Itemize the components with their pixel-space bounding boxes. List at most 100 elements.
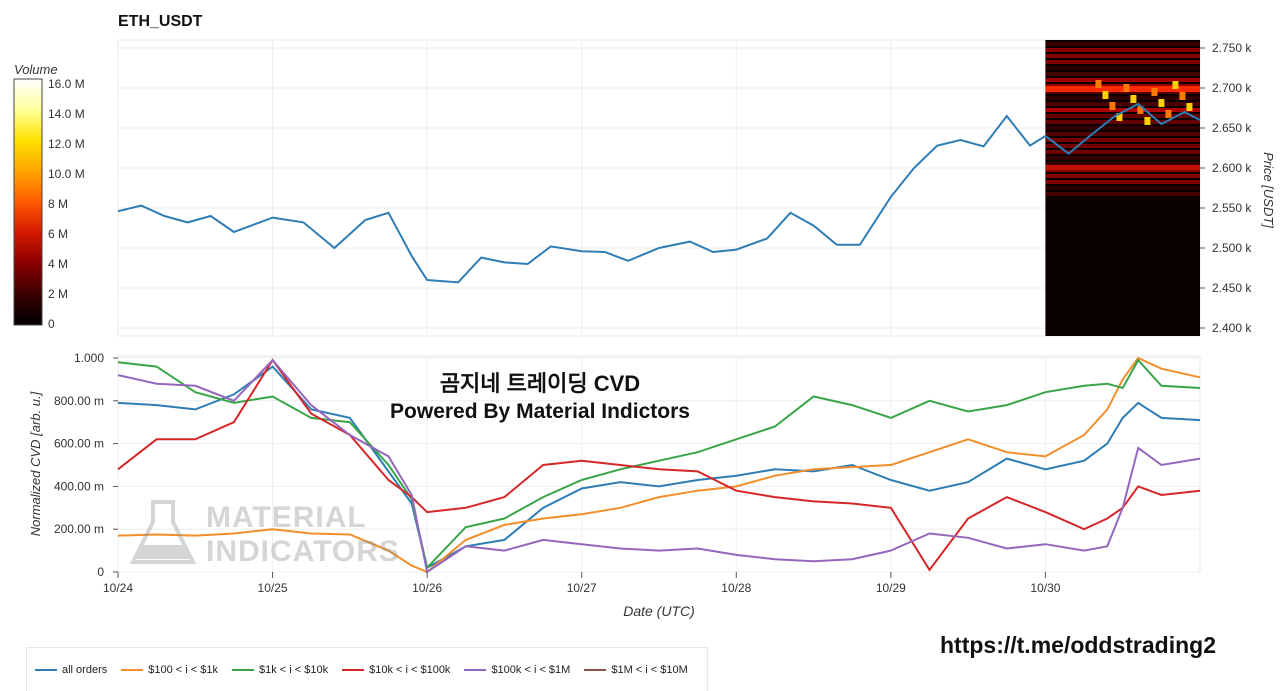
cvd-plot-area <box>117 355 1201 573</box>
overlay-title: 곰지네 트레이딩 CVD <box>439 371 641 396</box>
colorbar-tick: 0 <box>48 317 55 331</box>
heatmap-cell <box>1045 165 1200 170</box>
legend-item[interactable]: $100 < i < $1k <box>121 664 218 676</box>
heatmap-cell <box>1045 138 1200 142</box>
legend-swatch <box>121 668 144 671</box>
x-tick-label: 10/24 <box>103 581 133 595</box>
cvd-series-line <box>117 358 1201 572</box>
cvd-series-line <box>117 358 1201 570</box>
heatmap-cell <box>1045 48 1200 52</box>
heatmap-cell <box>1186 103 1193 111</box>
price-plot-area <box>117 39 1201 337</box>
price-tick-label: 2.750 k <box>1212 41 1252 55</box>
cvd-series-line <box>117 358 1201 574</box>
legend-item[interactable]: $1k < i < $10k <box>231 663 329 676</box>
heatmap-cell <box>1045 86 1200 92</box>
heatmap-cell <box>1045 102 1200 106</box>
legend-label: all orders <box>62 663 108 676</box>
heatmap-cell <box>1045 150 1200 154</box>
price-tick-label: 2.600 k <box>1212 161 1252 175</box>
colorbar-tick: 2 M <box>48 287 68 301</box>
x-tick-label: 10/30 <box>1030 581 1060 595</box>
telegram-link[interactable]: https://t.me/oddstrading2 <box>940 632 1216 658</box>
legend-item[interactable]: $10k < i < $100k <box>342 664 450 676</box>
colorbar-label: Volume <box>14 62 58 77</box>
price-tick-label: 2.500 k <box>1212 241 1252 255</box>
cvd-tick-label: 200.00 m <box>54 522 104 536</box>
heatmap-cell <box>1045 114 1200 118</box>
heatmap-cell <box>1095 80 1102 88</box>
heatmap-cell <box>1045 60 1200 64</box>
legend-label: $1M < i < $10M <box>611 663 688 676</box>
heatmap-cell <box>1045 120 1200 124</box>
heatmap-cell <box>1045 42 1200 46</box>
heatmap-cell <box>1045 180 1200 184</box>
cvd-series-line <box>117 356 1201 574</box>
price-tick-label: 2.650 k <box>1212 121 1252 135</box>
cvd-axis-label: Normalized CVD [arb. u.] <box>28 391 43 536</box>
price-tick-label: 2.450 k <box>1212 281 1252 295</box>
price-tick-label: 2.550 k <box>1212 201 1252 215</box>
x-tick-label: 10/25 <box>258 581 288 595</box>
price-tick-label: 2.700 k <box>1212 81 1252 95</box>
heatmap-cell <box>1144 117 1151 125</box>
volume-heatmap <box>1045 40 1200 336</box>
overlay-subtitle: Powered By Material Indictors <box>390 400 690 423</box>
colorbar-tick: 10.0 M <box>48 167 85 181</box>
heatmap-cell <box>1045 132 1200 136</box>
legend: all orders $100 < i < $1k $1k < i < $10k $1… <box>26 647 708 691</box>
price-axis-label: Price [USDT] <box>1261 152 1276 228</box>
heatmap-cell <box>1102 91 1109 99</box>
heatmap-cell <box>1045 144 1200 148</box>
heatmap-cell <box>1045 96 1200 100</box>
legend-label: $100k < i < $1M <box>491 663 571 676</box>
price-tick-label: 2.400 k <box>1212 321 1252 335</box>
heatmap-cell <box>1109 102 1116 110</box>
heatmap-cell <box>1045 174 1200 178</box>
x-tick-label: 10/28 <box>721 581 751 595</box>
heatmap-cell <box>1045 156 1200 160</box>
colorbar-tick: 6 M <box>48 227 68 241</box>
legend-swatch <box>584 668 607 671</box>
legend-swatch <box>35 668 57 671</box>
colorbar-gradient <box>13 78 43 326</box>
heatmap-cell <box>1045 162 1200 166</box>
flask-icon <box>129 500 197 564</box>
heatmap-cell <box>1045 54 1200 58</box>
legend-label: $100 < i < $1k <box>148 663 218 676</box>
material-indicators-watermark: MATERIAL INDICATORS <box>118 497 399 569</box>
heatmap-cell <box>1045 186 1200 190</box>
cvd-tick-label: 800.00 m <box>54 394 104 408</box>
colorbar-tick: 4 M <box>48 257 68 271</box>
cvd-tick-label: 400.00 m <box>54 479 104 493</box>
heatmap-cell <box>1151 88 1158 96</box>
legend-item[interactable]: $100k < i < $1M <box>464 664 570 676</box>
colorbar-tick: 12.0 M <box>48 137 85 151</box>
legend-item[interactable]: $1M < i < $10M <box>584 663 688 676</box>
chart-title: ETH_USDT <box>118 13 203 30</box>
heatmap-cell <box>1045 78 1200 82</box>
heatmap-cell <box>1179 92 1186 100</box>
legend-swatch <box>231 668 254 671</box>
heatmap-cell <box>1130 95 1137 103</box>
heatmap-cell <box>1158 99 1165 107</box>
legend-label: $10k < i < $100k <box>369 663 451 676</box>
legend-item[interactable]: all orders <box>35 664 107 676</box>
heatmap-cell <box>1045 72 1200 76</box>
colorbar-tick: 8 M <box>48 197 68 211</box>
heatmap-cell <box>1045 126 1200 130</box>
heatmap-cell <box>1045 192 1200 196</box>
price-line <box>117 102 1201 284</box>
heatmap-cell <box>1137 106 1144 114</box>
x-axis-label: Date (UTC) <box>623 603 695 619</box>
colorbar-tick: 14.0 M <box>48 107 85 121</box>
cvd-tick-label: 0 <box>97 565 104 579</box>
heatmap-cell <box>1165 110 1172 118</box>
x-tick-label: 10/27 <box>567 581 597 595</box>
watermark-line-1: MATERIAL <box>206 501 367 534</box>
heatmap-cell <box>1123 84 1130 92</box>
cvd-tick-label: 1.000 <box>74 351 104 365</box>
cvd-tick-label: 600.00 m <box>54 437 104 451</box>
legend-label: $1k < i < $10k <box>258 663 329 676</box>
